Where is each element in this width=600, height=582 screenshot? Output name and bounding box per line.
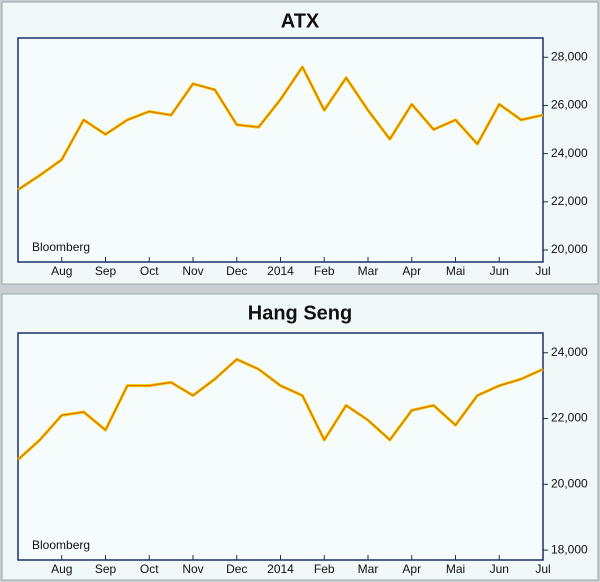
y-tick-label: 20,000 xyxy=(551,242,588,256)
x-tick-label: 2014 xyxy=(267,264,294,278)
x-tick-label: Apr xyxy=(402,264,421,278)
chart-title: ATX xyxy=(281,10,320,32)
x-tick-label: Mar xyxy=(358,264,379,278)
chart-title: Hang Seng xyxy=(248,302,352,324)
y-tick-label: 24,000 xyxy=(551,146,588,160)
x-tick-label: Oct xyxy=(140,562,159,576)
y-tick-label: 26,000 xyxy=(551,98,588,112)
x-tick-label: Mai xyxy=(446,562,465,576)
x-tick-label: Jun xyxy=(490,562,509,576)
x-tick-label: Jul xyxy=(535,562,550,576)
y-tick-label: 28,000 xyxy=(551,49,588,63)
x-tick-label: Jul xyxy=(535,264,550,278)
x-tick-label: Nov xyxy=(182,264,203,278)
x-tick-label: Feb xyxy=(314,562,335,576)
y-tick-label: 20,000 xyxy=(551,477,588,491)
x-tick-label: Nov xyxy=(182,562,203,576)
x-tick-label: Aug xyxy=(51,562,72,576)
y-tick-label: 22,000 xyxy=(551,411,588,425)
x-tick-label: Sep xyxy=(95,562,117,576)
x-tick-label: Sep xyxy=(95,264,117,278)
x-tick-label: Mai xyxy=(446,264,465,278)
x-tick-label: Jun xyxy=(490,264,509,278)
plot-area xyxy=(17,37,544,263)
y-tick-label: 22,000 xyxy=(551,194,588,208)
series-line xyxy=(17,358,544,461)
y-tick-label: 24,000 xyxy=(551,345,588,359)
x-tick-label: Aug xyxy=(51,264,72,278)
y-tick-label: 18,000 xyxy=(551,542,588,556)
annotation: Bloomberg xyxy=(32,240,90,254)
x-tick-label: Apr xyxy=(402,562,421,576)
x-tick-label: Dec xyxy=(226,264,247,278)
series-line xyxy=(17,66,544,191)
plot-area xyxy=(17,332,544,561)
annotation: Bloomberg xyxy=(32,538,90,552)
x-tick-label: Feb xyxy=(314,264,335,278)
x-tick-label: 2014 xyxy=(267,562,294,576)
x-tick-label: Mar xyxy=(358,562,379,576)
x-tick-label: Oct xyxy=(140,264,159,278)
x-tick-label: Dec xyxy=(226,562,247,576)
